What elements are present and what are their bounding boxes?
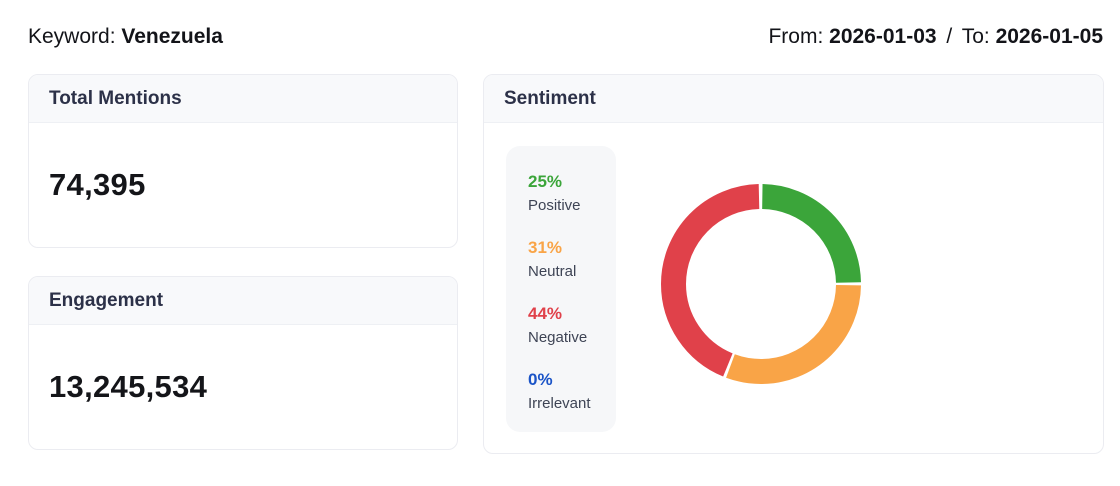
to-label: To: (961, 25, 990, 48)
legend-label: Negative (528, 329, 588, 346)
keyword-label: Keyword: (28, 25, 116, 48)
engagement-title: Engagement (29, 277, 457, 325)
metrics-column: Total Mentions 74,395 Engagement 13,245,… (28, 74, 458, 454)
date-range-heading: From: 2026-01-03 / To: 2026-01-05 (768, 24, 1103, 50)
sentiment-legend: 25% Positive 31% Neutral 44% Negative 0% Irrele… (506, 146, 616, 432)
cards-grid: Total Mentions 74,395 Engagement 13,245,… (28, 74, 1104, 454)
sentiment-donut-chart (661, 184, 861, 384)
date-range-separator: / (946, 25, 953, 48)
from-label: From: (768, 25, 824, 48)
total-mentions-card: Total Mentions 74,395 (28, 74, 458, 248)
sentiment-column: Sentiment 25% Positive 31% Neutral 44% Negati… (483, 74, 1104, 454)
legend-percentage: 25% (528, 172, 563, 191)
legend-item-positive: 25% Positive (528, 172, 606, 215)
donut-segment-negative (661, 184, 861, 384)
legend-label: Irrelevant (528, 395, 591, 412)
legend-item-neutral: 31% Neutral (528, 238, 606, 281)
legend-label: Positive (528, 197, 581, 214)
total-mentions-title: Total Mentions (29, 75, 457, 123)
from-date: 2026-01-03 (829, 25, 937, 48)
keyword-heading: Keyword: Venezuela (28, 24, 223, 50)
sentiment-title: Sentiment (484, 75, 1103, 123)
legend-percentage: 31% (528, 238, 563, 257)
donut-segment-neutral (661, 184, 861, 384)
legend-percentage: 0% (528, 370, 553, 389)
legend-label: Neutral (528, 263, 577, 280)
to-date: 2026-01-05 (995, 25, 1103, 48)
report-header: Keyword: Venezuela From: 2026-01-03 / To… (28, 24, 1104, 50)
engagement-value: 13,245,534 (49, 369, 208, 404)
legend-item-irrelevant: 0% Irrelevant (528, 370, 606, 413)
sentiment-card: Sentiment 25% Positive 31% Neutral 44% Negati… (483, 74, 1104, 454)
donut-svg (661, 184, 861, 384)
keyword-value: Venezuela (121, 25, 223, 48)
total-mentions-value: 74,395 (49, 167, 146, 202)
engagement-card: Engagement 13,245,534 (28, 276, 458, 450)
legend-percentage: 44% (528, 304, 563, 323)
legend-item-negative: 44% Negative (528, 304, 606, 347)
sentiment-body: 25% Positive 31% Neutral 44% Negative 0% Irrele… (484, 123, 1103, 432)
